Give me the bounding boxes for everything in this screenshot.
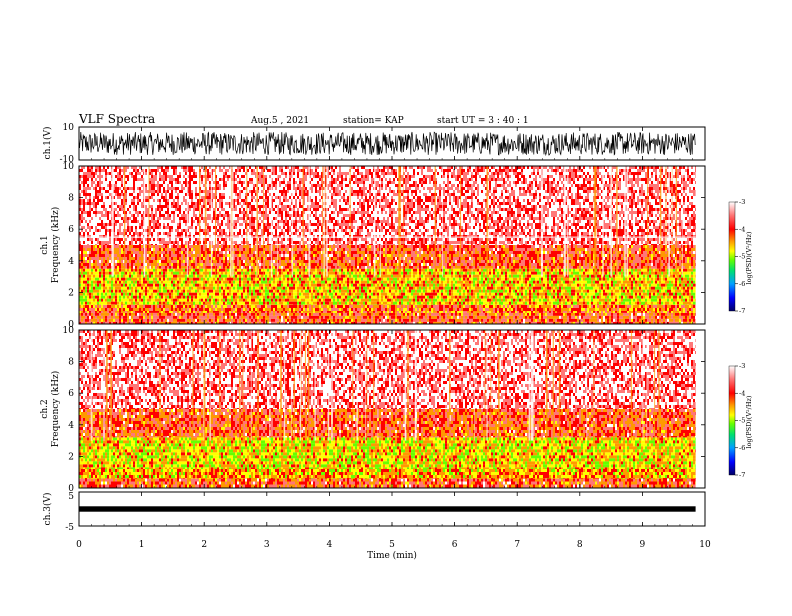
time-tick-1: 1	[139, 540, 145, 550]
ch2-spectrogram-ytick-1: 2	[68, 452, 74, 462]
ch3-ytick-top: 5	[68, 492, 74, 502]
ch1-colorbar: -3-4-5-6-7 log(PSD)(V²/Hz)	[729, 198, 753, 315]
ch1-spectrogram-ylabel: Frequency (kHz)	[50, 207, 61, 284]
ch1-waveform-ylabel: ch.1(V)	[42, 127, 53, 160]
ch1-colorbar-label: log(PSD)(V²/Hz)	[745, 231, 753, 284]
ch2-colorbar: -3-4-5-6-7 log(PSD)(V²/Hz)	[729, 362, 753, 479]
date-label: Aug.5 , 2021	[250, 116, 309, 126]
ch1-spectrogram-image	[79, 166, 705, 324]
ch2-spectrogram-image	[79, 330, 705, 488]
time-tick-9: 9	[640, 540, 646, 550]
ch1-colorbar-tick-4: -7	[739, 307, 745, 315]
station-label: station= KAP	[343, 116, 404, 126]
time-tick-0: 0	[76, 540, 82, 550]
ch3-waveform-trace	[79, 506, 696, 511]
figure-title: VLF Spectra	[78, 112, 155, 126]
time-tick-7: 7	[514, 540, 520, 550]
ch2-spectrogram-ylabel-ch: ch.2	[40, 399, 50, 418]
time-tick-3: 3	[264, 540, 270, 550]
ch3-ytick-bottom: -5	[65, 523, 74, 533]
ch3-waveform-ylabel: ch.3(V)	[42, 493, 53, 526]
ch1-spectrogram-ylabel-ch: ch.1	[40, 235, 50, 254]
time-tick-2: 2	[201, 540, 207, 550]
ch2-spectrogram-ytick-4: 8	[68, 358, 74, 368]
ch1-spectrogram-ytick-4: 8	[68, 194, 74, 204]
ch2-spectrogram-ytick-3: 6	[68, 389, 74, 399]
ch1-colorbar-tick-0: -3	[739, 198, 745, 206]
time-tick-8: 8	[577, 540, 583, 550]
time-axis-label: Time (min)	[367, 550, 417, 561]
ch3-waveform-panel: 5 -5 ch.3(V)	[42, 492, 705, 533]
ch1-ytick-top: 10	[63, 123, 75, 133]
start-time-label: start UT = 3 : 40 : 1	[437, 116, 529, 126]
ch2-colorbar-tick-0: -3	[739, 362, 745, 370]
ch2-colorbar-label: log(PSD)(V²/Hz)	[745, 395, 753, 448]
time-tick-10: 10	[699, 540, 711, 550]
ch2-spectrogram-ytick-2: 4	[68, 421, 74, 431]
ch2-spectrogram-ylabel: Frequency (kHz)	[50, 371, 61, 448]
ch1-spectrogram-ytick-2: 4	[68, 257, 74, 267]
time-tick-5: 5	[389, 540, 395, 550]
time-tick-4: 4	[327, 540, 333, 550]
ch1-spectrogram-ytick-5: 10	[63, 162, 75, 172]
time-tick-6: 6	[452, 540, 458, 550]
vlf-spectra-figure: VLF Spectra Aug.5 , 2021 station= KAP st…	[0, 0, 792, 612]
ch2-spectrogram-ytick-5: 10	[63, 326, 75, 336]
ch1-spectrogram-ytick-1: 2	[68, 288, 74, 298]
ch1-spectrogram-ytick-3: 6	[68, 225, 74, 235]
ch2-colorbar-tick-4: -7	[739, 471, 745, 479]
